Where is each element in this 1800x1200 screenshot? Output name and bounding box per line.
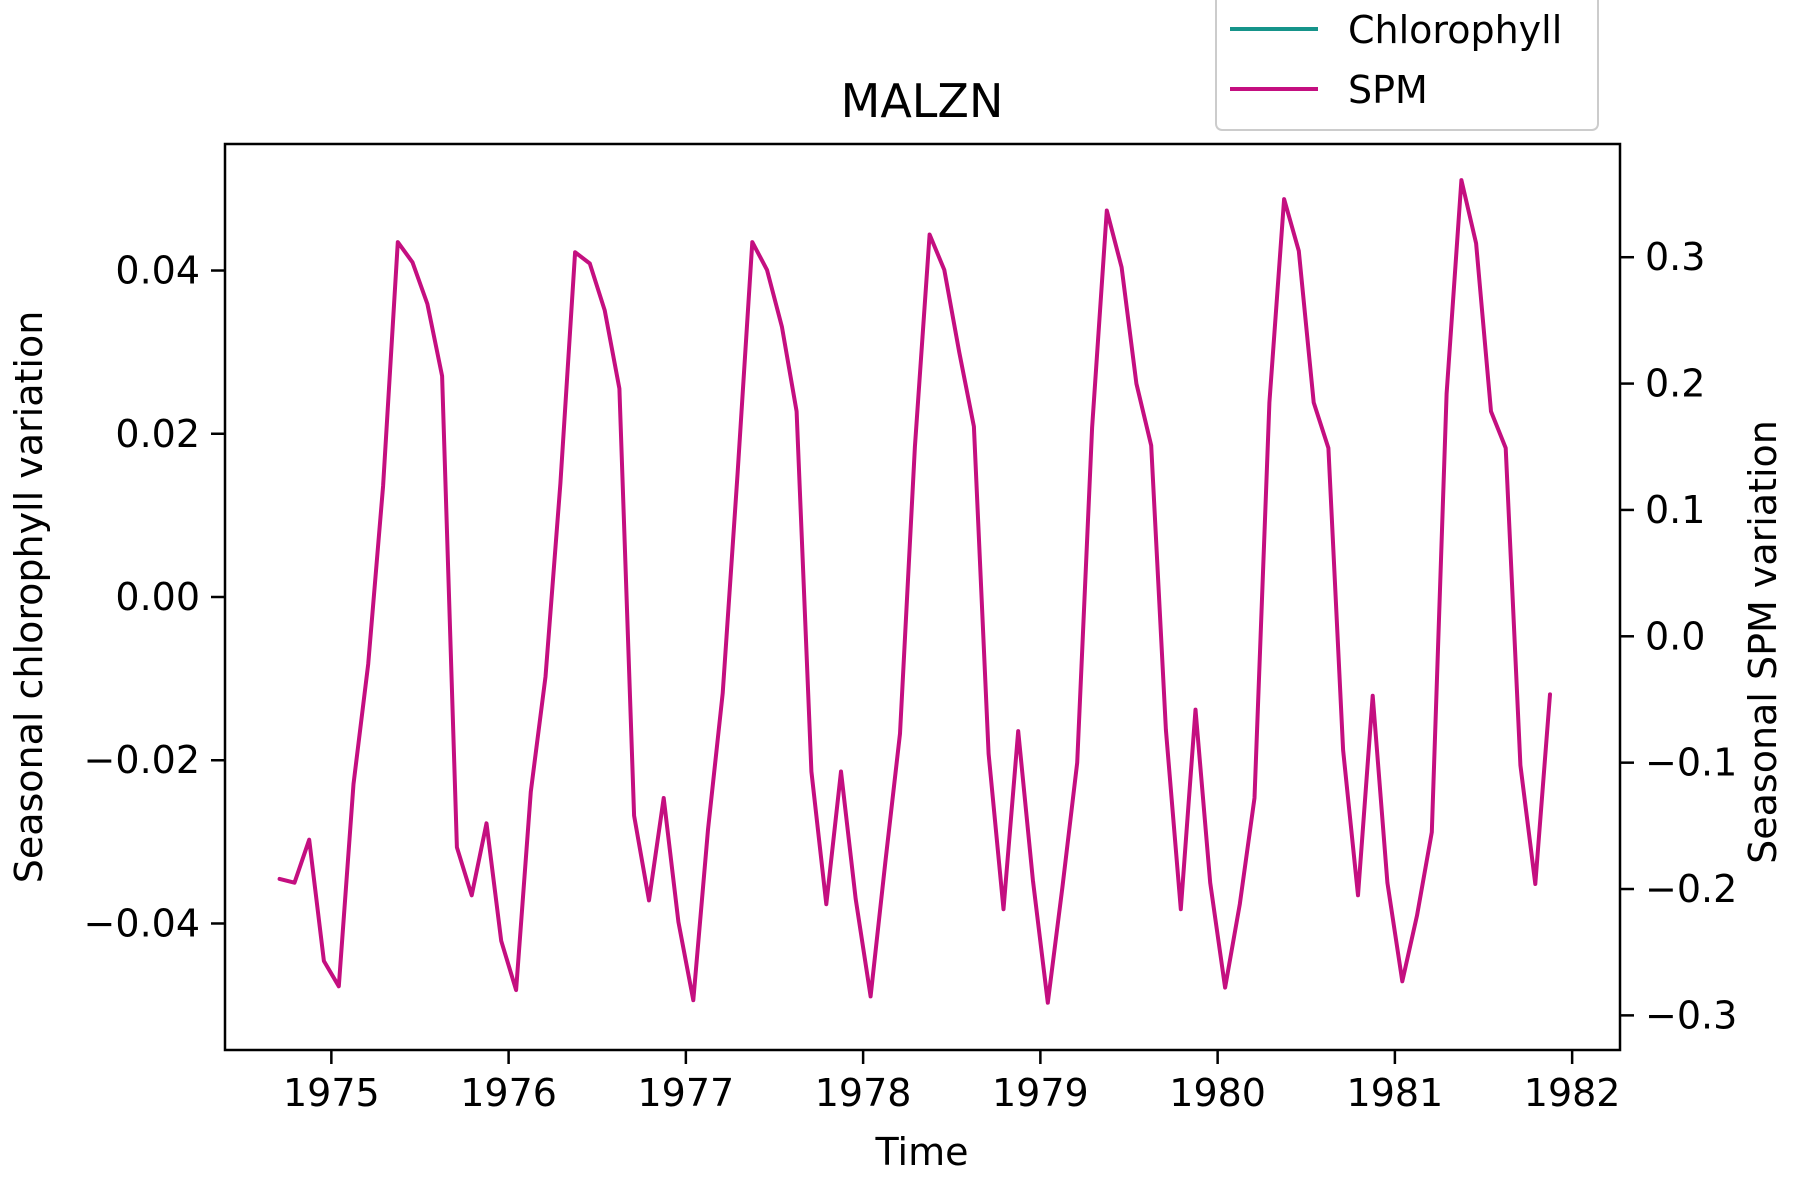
legend-label-spm: SPM [1348,68,1428,112]
y-axis-right: 0.3 0.2 0.1 0.0 −0.1 −0.2 −0.3 [1620,235,1737,1037]
x-tick-label: 1976 [460,1071,557,1115]
x-tick-label: 1981 [1347,1071,1444,1115]
x-axis-title: Time [875,1130,969,1174]
plot-frame [223,142,1622,1052]
x-tick-label: 1975 [283,1071,380,1115]
y-axis-left: 0.04 0.02 0.00 −0.02 −0.04 [84,249,225,945]
y-left-tick-label: 0.04 [115,249,200,293]
y-left-tick-label: −0.02 [84,738,200,782]
plot-area [223,142,1622,1052]
y-axis-left-title: Seasonal chlorophyll variation [7,311,51,884]
chart-title: MALZN [841,74,1004,128]
y-left-tick-label: −0.04 [84,901,200,945]
x-tick-label: 1978 [815,1071,912,1115]
y-right-tick-label: −0.1 [1645,741,1737,785]
x-tick-label: 1982 [1524,1071,1621,1115]
y-right-tick-label: 0.2 [1645,362,1705,406]
y-right-tick-label: 0.0 [1645,614,1705,658]
y-left-tick-label: 0.00 [115,575,200,619]
legend-label-chlorophyll: Chlorophyll [1348,8,1562,52]
y-right-tick-label: −0.3 [1645,993,1737,1037]
y-right-tick-label: 0.3 [1645,235,1705,279]
x-axis: 1975 1976 1977 1978 1979 1980 1981 1982 [283,1050,1621,1115]
legend-box [1215,0,1599,131]
legend: Chlorophyll SPM [1215,0,1599,131]
x-tick-label: 1977 [638,1071,735,1115]
x-tick-label: 1979 [992,1071,1089,1115]
x-tick-label: 1980 [1169,1071,1266,1115]
y-right-tick-label: 0.1 [1645,488,1705,532]
y-axis-right-title: Seasonal SPM variation [1741,420,1785,864]
y-right-tick-label: −0.2 [1645,867,1737,911]
y-left-tick-label: 0.02 [115,412,200,456]
series-line-spm [277,178,1552,1005]
